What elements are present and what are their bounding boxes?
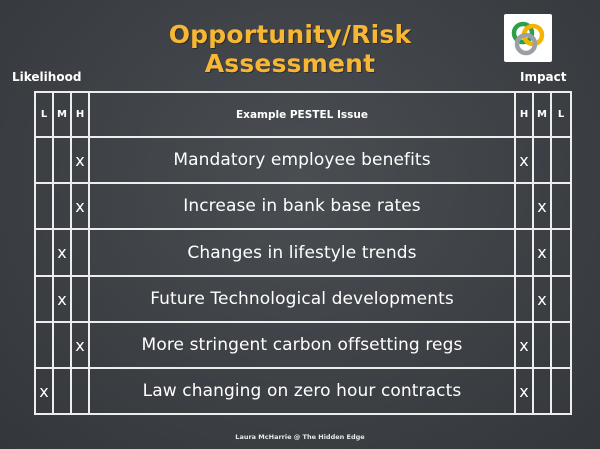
likelihood-mark: x — [70, 136, 90, 184]
impact-mark — [514, 228, 534, 277]
likelihood-mark — [52, 321, 72, 369]
impact-mark: x — [532, 228, 552, 277]
impact-mark: x — [514, 136, 534, 184]
issue-text: Mandatory employee benefits — [88, 136, 516, 184]
impact-label: Impact — [520, 70, 567, 84]
issue-text: More stringent carbon offsetting regs — [88, 321, 516, 369]
impact-mark: x — [532, 182, 552, 230]
likelihood-label: Likelihood — [12, 70, 82, 84]
impact-header-h: H — [514, 91, 534, 138]
impact-mark — [550, 228, 572, 277]
impact-header-l: L — [550, 91, 572, 138]
likelihood-mark: x — [52, 275, 72, 323]
issue-column-header: Example PESTEL Issue — [88, 91, 516, 138]
likelihood-mark — [34, 275, 54, 323]
impact-mark — [550, 321, 572, 369]
issue-text: Future Technological developments — [88, 275, 516, 323]
impact-mark — [550, 275, 572, 323]
likelihood-mark — [52, 182, 72, 230]
likelihood-mark — [70, 275, 90, 323]
impact-mark — [550, 182, 572, 230]
logo — [504, 14, 552, 62]
likelihood-mark — [52, 136, 72, 184]
likelihood-mark: x — [70, 321, 90, 369]
impact-mark — [514, 182, 534, 230]
issue-text: Changes in lifestyle trends — [88, 228, 516, 277]
impact-mark: x — [532, 275, 552, 323]
impact-mark — [550, 367, 572, 415]
slide-title: Opportunity/Risk Assessment — [168, 20, 412, 78]
likelihood-mark — [34, 182, 54, 230]
footer-credit: Laura McHarrie @ The Hidden Edge — [235, 433, 365, 441]
issue-text: Law changing on zero hour contracts — [88, 367, 516, 415]
likelihood-mark: x — [70, 182, 90, 230]
impact-mark: x — [514, 321, 534, 369]
likelihood-mark — [34, 228, 54, 277]
likelihood-mark: x — [52, 228, 72, 277]
impact-header-m: M — [532, 91, 552, 138]
likelihood-header-m: M — [52, 91, 72, 138]
likelihood-mark — [34, 321, 54, 369]
likelihood-mark — [34, 136, 54, 184]
impact-mark: x — [514, 367, 534, 415]
likelihood-mark — [52, 367, 72, 415]
impact-mark — [532, 136, 552, 184]
likelihood-mark: x — [34, 367, 54, 415]
interlocking-rings-icon — [511, 21, 545, 56]
likelihood-mark — [70, 367, 90, 415]
impact-mark — [550, 136, 572, 184]
issue-text: Increase in bank base rates — [88, 182, 516, 230]
impact-mark — [532, 367, 552, 415]
likelihood-mark — [70, 228, 90, 277]
likelihood-header-l: L — [34, 91, 54, 138]
likelihood-header-h: H — [70, 91, 90, 138]
impact-mark — [514, 275, 534, 323]
impact-mark — [532, 321, 552, 369]
